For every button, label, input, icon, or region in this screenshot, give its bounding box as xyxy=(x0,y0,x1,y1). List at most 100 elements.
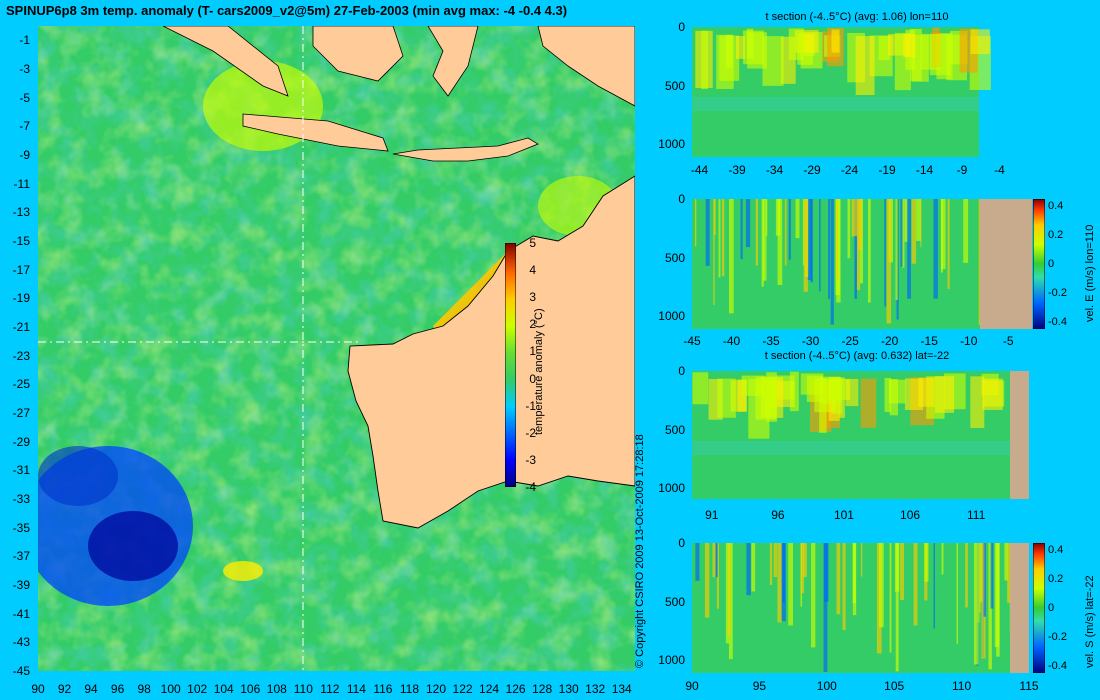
section-x-tick-label: -20 xyxy=(881,334,899,348)
map-y-tick-label: -31 xyxy=(12,463,30,478)
section-land xyxy=(1010,543,1029,673)
section-x-tick-label: -30 xyxy=(801,334,820,348)
section-velocity-stripe xyxy=(979,543,981,613)
section-velocity-stripe xyxy=(913,543,918,626)
section-x-tick-label: -35 xyxy=(762,334,780,348)
map-y-tick-label: -7 xyxy=(19,119,30,134)
section-velocity-stripe xyxy=(777,543,782,623)
section-velocity-stripe xyxy=(965,543,968,608)
section-warm-cell xyxy=(860,378,877,428)
section-velocity-stripe xyxy=(941,543,944,575)
section-velocity-stripe xyxy=(956,543,959,644)
section-velocity-stripe xyxy=(933,543,935,629)
velocity-colorbar-tick-label: 0.2 xyxy=(1048,573,1064,586)
land-java xyxy=(242,113,389,152)
map-y-tick-label: -15 xyxy=(12,234,30,248)
section-velocity-stripe xyxy=(712,543,716,578)
section-x-tick-label: -39 xyxy=(728,163,746,177)
section-x-tick-label: -34 xyxy=(765,163,784,177)
map-colorbar-tick-label: -2 xyxy=(525,425,536,440)
figure-title: SPINUP6p8 3m temp. anomaly (T- cars2009_… xyxy=(6,3,568,18)
section-y-tick-label: 0 xyxy=(678,192,685,206)
map-y-tick-label: -3 xyxy=(19,62,30,76)
map-y-tick-label: -37 xyxy=(12,549,30,564)
section-velocity-stripe xyxy=(836,199,841,303)
section-warm-cell xyxy=(692,372,709,405)
section-x-tick-label: -5 xyxy=(1002,334,1014,348)
section-y-tick-label: 1000 xyxy=(658,309,685,324)
section-y-tick-label: 500 xyxy=(664,250,685,265)
map-colorbar-tick-label: 2 xyxy=(529,317,536,332)
section-velocity-stripe xyxy=(705,199,710,266)
land-borneo xyxy=(312,26,404,82)
section-x-tick-label: -29 xyxy=(803,163,821,177)
section-warm-cell xyxy=(869,35,893,77)
section-warm-cell xyxy=(884,377,892,413)
map-x-tick-label: 126 xyxy=(505,682,526,696)
section-y-tick-label: 0 xyxy=(678,20,685,34)
section-warm-cell xyxy=(746,28,754,59)
section-velocity-stripe xyxy=(895,199,898,301)
map-colorbar-tick-label: 1 xyxy=(529,344,536,359)
section-warm-cell xyxy=(903,33,916,58)
section-x-tick-label: -9 xyxy=(956,163,968,177)
map-y-tick-label: -25 xyxy=(12,377,30,392)
map-colorbar-tick-label: -3 xyxy=(525,452,536,467)
section-y-tick-label: 1000 xyxy=(658,481,685,496)
section-x-tick-label: 111 xyxy=(967,508,986,522)
section-velocity-stripe xyxy=(884,199,887,307)
section-y-tick-label: 1000 xyxy=(658,137,685,152)
section-velocity-stripe xyxy=(924,543,929,582)
section-warm-cell xyxy=(918,377,935,407)
velocity-colorbar-tick-label: 0 xyxy=(1048,602,1055,614)
map-x-tick-label: 122 xyxy=(452,682,473,696)
section-velocity-stripe xyxy=(718,199,721,278)
map-colorbar-label: temperature anomaly (°C) xyxy=(533,308,545,435)
section-velocity-stripe xyxy=(889,543,892,653)
section-velocity-stripe xyxy=(695,543,700,581)
section-land xyxy=(1010,371,1029,499)
map-x-tick-label: 134 xyxy=(611,682,632,696)
section-velocity-stripe xyxy=(725,543,730,644)
map-x-tick-label: 104 xyxy=(213,682,234,696)
section-velocity-stripe xyxy=(852,543,856,604)
map-colorbar-tick-label: 5 xyxy=(529,236,536,250)
section-velocity-stripe xyxy=(769,543,773,585)
section-velocity-stripe xyxy=(755,199,759,266)
section-velocity-stripe xyxy=(802,199,805,266)
section-velocity-stripe xyxy=(824,543,829,602)
copyright-text: © Copyright CSIRO 2009 13-Oct-2009 17:28… xyxy=(634,434,646,668)
section-velocity-stripe xyxy=(900,199,903,267)
section1-title: t section (-4..5°C) (avg: 1.06) lon=110 xyxy=(765,11,949,23)
map-colorbar-tick-label: -4 xyxy=(525,480,536,494)
section-velocity-stripe xyxy=(851,199,854,237)
section-x-tick-label: 91 xyxy=(705,508,719,522)
temperature-anomaly-map xyxy=(38,26,635,671)
velocity-colorbar-tick-label: -0.4 xyxy=(1048,659,1067,672)
map-x-tick-label: 90 xyxy=(31,682,45,696)
map-x-tick-label: 100 xyxy=(160,682,181,696)
section-velocity-stripe xyxy=(879,543,884,628)
map-y-tick-label: -17 xyxy=(12,262,30,277)
section-velocity-stripe xyxy=(810,199,813,283)
section-warm-cell xyxy=(888,379,906,404)
section-velocity-stripe xyxy=(933,199,938,299)
section-y-tick-label: 0 xyxy=(678,364,685,378)
section-velocity-stripe xyxy=(900,543,904,600)
section-warm-cell xyxy=(762,36,784,86)
section-velocity-stripe xyxy=(941,199,946,270)
section-warm-cell xyxy=(735,36,745,59)
section-velocity-stripe xyxy=(788,199,791,260)
velocity-colorbar-tick-label: 0.4 xyxy=(1048,544,1064,557)
section-velocity-stripe xyxy=(847,199,851,259)
section-y-tick-label: 0 xyxy=(678,536,685,550)
land-sumatra xyxy=(162,26,289,97)
t-section-lon110-plot xyxy=(692,27,991,157)
section3-title: t section (-4..5°C) (avg: 0.632) lat=-22 xyxy=(764,350,950,362)
section-velocity-stripe xyxy=(973,543,979,665)
section-warm-cell xyxy=(855,36,875,96)
vel-s-colorbar-label: vel. S (m/s) lat=-22 xyxy=(1084,575,1096,668)
section-warm-cell xyxy=(766,380,778,422)
map-y-tick-label: -39 xyxy=(12,578,30,592)
map-y-tick-label: -13 xyxy=(12,205,30,220)
